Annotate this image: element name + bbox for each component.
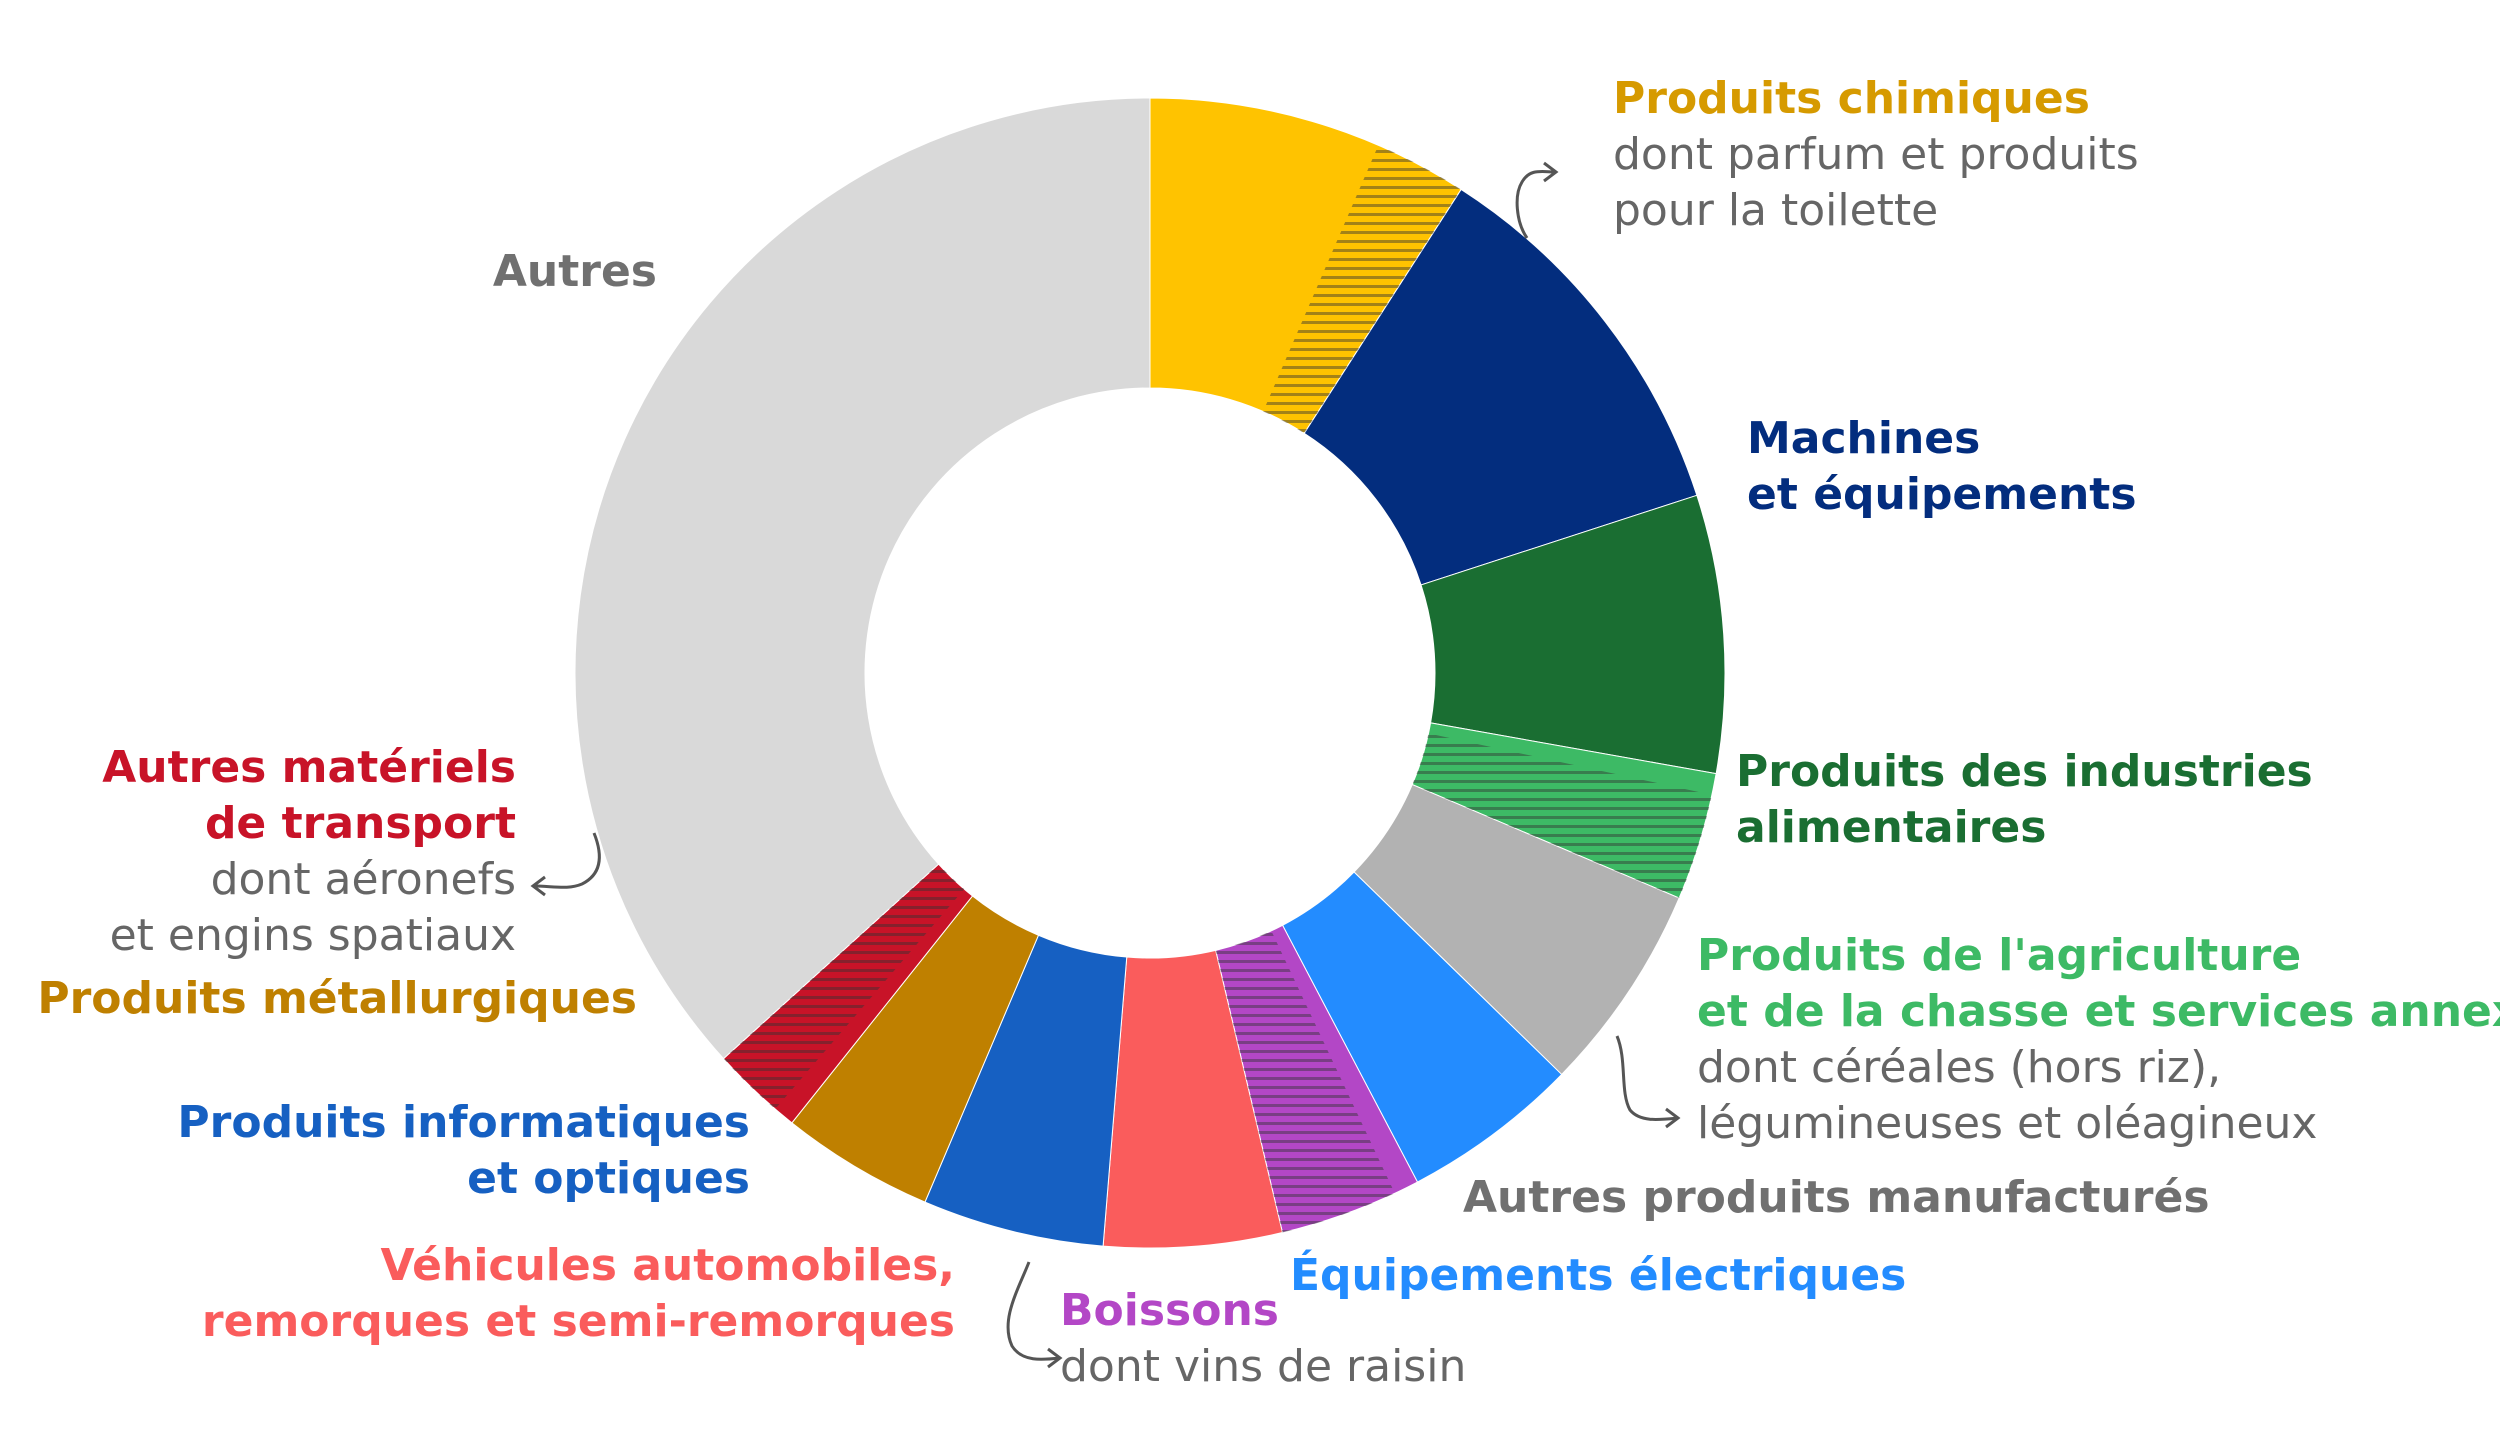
labels-layer: Produits chimiques dont parfum et produit… xyxy=(37,73,2500,1392)
label-agriculture: Produits de l'agriculture et de la chasse… xyxy=(1697,930,2500,1149)
arrows-layer xyxy=(530,161,1681,1369)
label-transport-sub: et engins spatiaux xyxy=(110,910,516,961)
hatch-produits-chimiques xyxy=(1263,145,1462,434)
label-transport-main: Autres matériels xyxy=(102,742,516,793)
label-machines-main: et équipements xyxy=(1747,469,2137,520)
arrowhead-agriculture xyxy=(1665,1107,1681,1129)
label-vehicules: Véhicules automobiles, remorques et semi-… xyxy=(202,1240,955,1347)
label-informatiques-main: Produits informatiques xyxy=(177,1097,750,1148)
label-boissons-main: Boissons xyxy=(1060,1285,1279,1336)
hatch-autres-materiels-de-transport xyxy=(723,864,965,1110)
label-agriculture-main: et de la chasse et services annexes xyxy=(1697,986,2500,1037)
label-chimiques-main: Produits chimiques xyxy=(1613,73,2090,124)
arrow-transport xyxy=(532,832,601,889)
arrow-chimiques xyxy=(1515,169,1557,239)
label-transport: Autres matériels de transport dont aéronef… xyxy=(102,742,516,961)
label-alimentaires-main: alimentaires xyxy=(1736,802,2046,853)
arrow-boissons xyxy=(1006,1261,1061,1361)
slice-autres xyxy=(574,97,1151,1060)
label-metallurgiques: Produits métallurgiques xyxy=(37,973,637,1024)
hatch-layer xyxy=(723,145,1712,1233)
label-manufactures: Autres produits manufacturés xyxy=(1463,1172,2210,1223)
slice-machines-et-equipements xyxy=(1303,188,1698,586)
label-autres-main: Autres xyxy=(493,246,657,297)
hatch-boissons xyxy=(1215,930,1395,1233)
label-agriculture-sub: dont céréales (hors riz), xyxy=(1697,1042,2221,1093)
arrow-agriculture xyxy=(1615,1035,1679,1122)
label-boissons: Boissons dont vins de raisin xyxy=(1060,1285,1466,1392)
label-machines: Machines et équipements xyxy=(1747,413,2137,520)
label-transport-main: de transport xyxy=(205,798,516,849)
label-informatiques: Produits informatiques et optiques xyxy=(177,1097,750,1204)
label-chimiques: Produits chimiques dont parfum et produit… xyxy=(1613,73,2139,236)
arrowhead-transport xyxy=(530,875,546,897)
slice-produits-des-industries-alimentaires xyxy=(1420,494,1726,775)
label-chimiques-sub: dont parfum et produits xyxy=(1613,129,2139,180)
label-agriculture-sub: légumineuses et oléagineux xyxy=(1697,1098,2317,1149)
label-electriques-main: Équipements électriques xyxy=(1290,1248,1906,1301)
label-informatiques-main: et optiques xyxy=(467,1153,750,1204)
label-boissons-sub: dont vins de raisin xyxy=(1060,1341,1466,1392)
label-agriculture-main: Produits de l'agriculture xyxy=(1697,930,2301,981)
label-vehicules-main: Véhicules automobiles, xyxy=(381,1240,956,1291)
label-alimentaires: Produits des industries alimentaires xyxy=(1736,746,2313,853)
label-manufactures-main: Autres produits manufacturés xyxy=(1463,1172,2210,1223)
arrowhead-chimiques xyxy=(1543,161,1559,183)
label-transport-sub: dont aéronefs xyxy=(211,854,516,905)
arrowhead-boissons xyxy=(1047,1347,1063,1369)
label-chimiques-sub: pour la toilette xyxy=(1613,185,1938,236)
label-autres: Autres xyxy=(493,246,657,297)
hatch-produits-de-l-agriculture-et-de-la-chasse-et-services-annexes xyxy=(1412,733,1712,899)
label-metallurgiques-main: Produits métallurgiques xyxy=(37,973,637,1024)
label-vehicules-main: remorques et semi-remorques xyxy=(202,1296,955,1347)
label-electriques: Équipements électriques xyxy=(1290,1248,1906,1301)
label-machines-main: Machines xyxy=(1747,413,1980,464)
label-alimentaires-main: Produits des industries xyxy=(1736,746,2313,797)
